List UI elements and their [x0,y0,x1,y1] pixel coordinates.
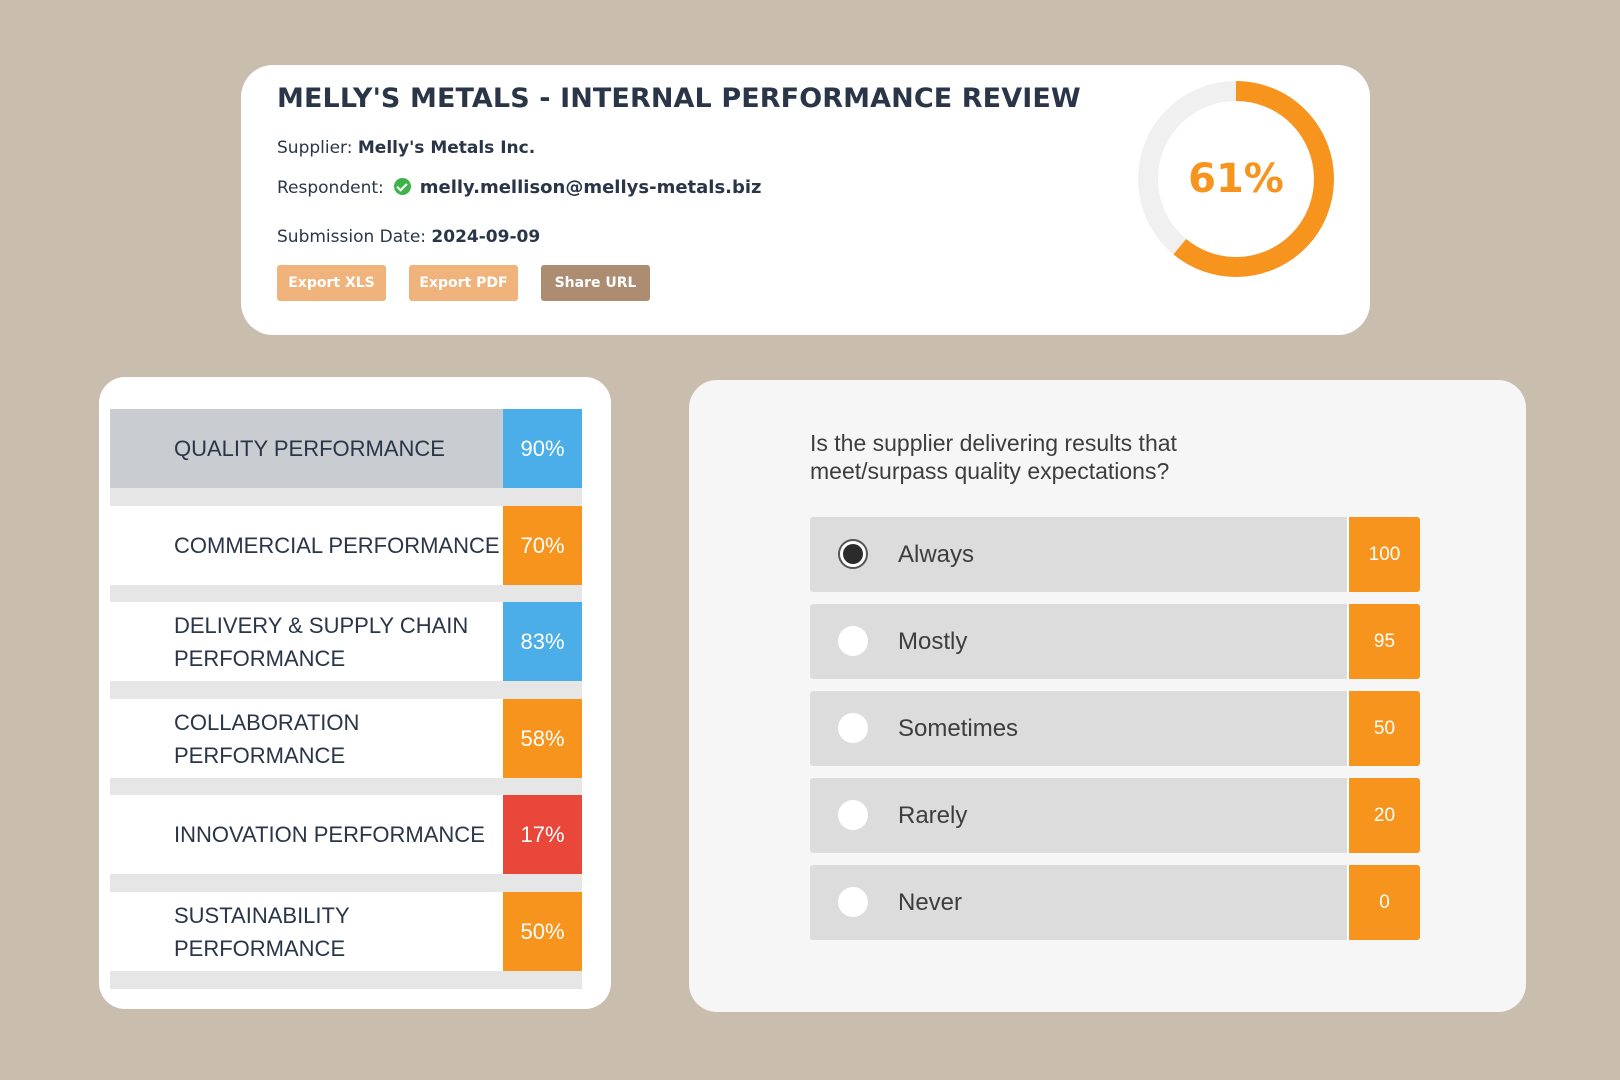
respondent-line: Respondent: melly.mellison@mellys-metals.… [277,177,762,198]
question-text: Is the supplier delivering results that … [810,430,1177,484]
category-row[interactable]: QUALITY PERFORMANCE 90% [110,409,582,488]
category-row[interactable]: INNOVATION PERFORMANCE 17% [110,795,582,874]
category-score: 70% [503,506,582,585]
answer-option[interactable]: Never 0 [810,865,1420,940]
category-row[interactable]: COMMERCIAL PERFORMANCE 70% [110,506,582,585]
category-score: 17% [503,795,582,874]
overall-score-gauge [1138,81,1334,277]
answer-option[interactable]: Rarely 20 [810,778,1420,853]
answer-option-body: Rarely [810,778,1347,853]
question-card: Is the supplier delivering results that … [689,380,1526,1012]
answer-option-points: 100 [1347,517,1420,592]
respondent-email: melly.mellison@mellys-metals.biz [419,177,762,198]
category-row[interactable]: SUSTAINABILITY PERFORMANCE 50% [110,892,582,971]
performance-category-list: QUALITY PERFORMANCE 90% COMMERCIAL PERFORM… [110,409,582,989]
answer-option-points: 20 [1347,778,1420,853]
category-row[interactable]: COLLABORATION PERFORMANCE 58% [110,699,582,778]
category-score: 83% [503,602,582,681]
radio-button[interactable] [838,626,868,656]
export-xls-button[interactable]: Export XLS [277,265,386,301]
answer-option-label: Sometimes [898,714,1019,742]
respondent-label: Respondent: [277,178,384,198]
answer-option-label: Always [898,540,975,568]
category-score: 58% [503,699,582,778]
answer-option-points: 50 [1347,691,1420,766]
radio-button[interactable] [838,539,868,569]
supplier-label: Supplier: [277,138,353,158]
category-label: DELIVERY & SUPPLY CHAIN PERFORMANCE [174,612,469,671]
category-row[interactable]: DELIVERY & SUPPLY CHAIN PERFORMANCE 83% [110,602,582,681]
submission-date-line: Submission Date: 2024-09-09 [277,227,540,247]
answer-option[interactable]: Mostly 95 [810,604,1420,679]
export-actions: Export XLS Export PDF Share URL [277,265,650,301]
answer-option-body: Sometimes [810,691,1347,766]
export-pdf-button[interactable]: Export PDF [409,265,518,301]
answer-option-body: Always [810,517,1347,592]
category-label: INNOVATION PERFORMANCE [174,822,485,847]
answer-option-body: Mostly [810,604,1347,679]
answer-option[interactable]: Always 100 [810,517,1420,592]
answer-option-label: Rarely [898,801,968,829]
share-url-button[interactable]: Share URL [541,265,650,301]
answer-option-points: 95 [1347,604,1420,679]
answer-option-points: 0 [1347,865,1420,940]
page-title: MELLY'S METALS - INTERNAL PERFORMANCE RE… [277,83,1081,114]
category-label: COMMERCIAL PERFORMANCE [174,533,500,558]
overall-score-label: 61% [1188,156,1284,202]
category-score: 50% [503,892,582,971]
category-score: 90% [503,409,582,488]
answer-option[interactable]: Sometimes 50 [810,691,1420,766]
category-label: COLLABORATION PERFORMANCE [174,709,360,768]
review-header-card: MELLY'S METALS - INTERNAL PERFORMANCE RE… [241,65,1370,335]
radio-button[interactable] [838,800,868,830]
answer-option-label: Never [898,888,963,916]
category-label: QUALITY PERFORMANCE [174,436,445,461]
submission-date-label: Submission Date: [277,227,427,247]
supplier-name: Melly's Metals Inc. [357,138,536,158]
supplier-line: Supplier: Melly's Metals Inc. [277,138,535,158]
performance-categories-card: QUALITY PERFORMANCE 90% COMMERCIAL PERFORM… [99,377,611,1009]
check-circle-icon [393,178,411,195]
answer-option-label: Mostly [898,627,968,655]
radio-button[interactable] [838,713,868,743]
gauge-arc [1138,81,1334,277]
radio-button[interactable] [838,887,868,917]
submission-date-value: 2024-09-09 [431,227,541,247]
answer-option-body: Never [810,865,1347,940]
category-label: SUSTAINABILITY PERFORMANCE [174,902,350,961]
